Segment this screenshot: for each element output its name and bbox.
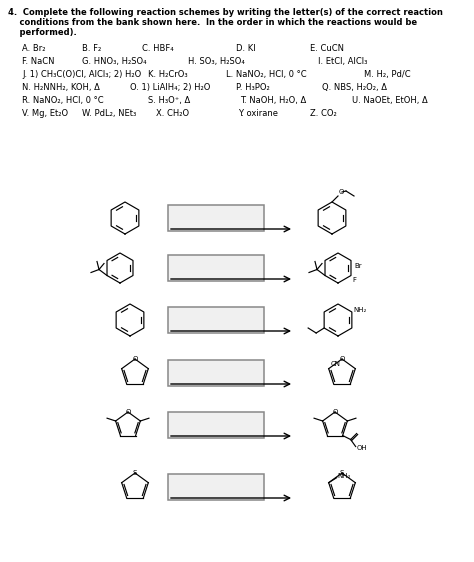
Text: X. CH₂O: X. CH₂O	[156, 109, 189, 118]
Text: C. HBF₄: C. HBF₄	[142, 44, 174, 53]
Text: U. NaOEt, EtOH, Δ: U. NaOEt, EtOH, Δ	[352, 96, 428, 105]
Text: NH₂: NH₂	[354, 307, 367, 313]
Text: OH: OH	[356, 445, 367, 451]
Text: W. PdL₂, NEt₃: W. PdL₂, NEt₃	[82, 109, 136, 118]
Text: conditions from the bank shown here.  In the order in which the reactions would : conditions from the bank shown here. In …	[8, 18, 417, 27]
Text: F: F	[352, 277, 356, 283]
Text: R. NaNO₂, HCl, 0 °C: R. NaNO₂, HCl, 0 °C	[22, 96, 104, 105]
Text: D. KI: D. KI	[236, 44, 256, 53]
Text: V. Mg, Et₂O: V. Mg, Et₂O	[22, 109, 68, 118]
Text: O: O	[132, 356, 137, 362]
Text: CN: CN	[331, 361, 341, 366]
Text: T. NaOH, H₂O, Δ: T. NaOH, H₂O, Δ	[240, 96, 306, 105]
Text: Q. NBS, H₂O₂, Δ: Q. NBS, H₂O₂, Δ	[322, 83, 387, 92]
Text: I. EtCl, AlCl₃: I. EtCl, AlCl₃	[318, 57, 367, 66]
Bar	[168, 255, 264, 281]
Text: S: S	[133, 470, 137, 476]
Bar	[168, 307, 264, 333]
Text: O: O	[332, 409, 337, 415]
Text: G. HNO₃, H₂SO₄: G. HNO₃, H₂SO₄	[82, 57, 146, 66]
Bar	[168, 360, 264, 386]
Text: B. F₂: B. F₂	[82, 44, 101, 53]
Text: O: O	[339, 356, 345, 362]
Text: Y. oxirane: Y. oxirane	[238, 109, 278, 118]
Text: F. NaCN: F. NaCN	[22, 57, 55, 66]
Bar	[168, 412, 264, 438]
Text: K. H₂CrO₃: K. H₂CrO₃	[148, 70, 188, 79]
Text: Br: Br	[354, 263, 362, 269]
Text: P. H₃PO₂: P. H₃PO₂	[236, 83, 270, 92]
Text: J. 1) CH₃C(O)Cl, AlCl₃; 2) H₂O: J. 1) CH₃C(O)Cl, AlCl₃; 2) H₂O	[22, 70, 141, 79]
Text: L. NaNO₂, HCl, 0 °C: L. NaNO₂, HCl, 0 °C	[226, 70, 307, 79]
Text: O: O	[339, 189, 345, 195]
Text: O: O	[125, 409, 131, 415]
Text: E. CuCN: E. CuCN	[310, 44, 344, 53]
Text: NH₂: NH₂	[337, 473, 351, 479]
Text: S: S	[340, 470, 344, 476]
Bar	[168, 205, 264, 231]
Text: O. 1) LiAlH₄; 2) H₂O: O. 1) LiAlH₄; 2) H₂O	[130, 83, 210, 92]
Text: N. H₂NNH₂, KOH, Δ: N. H₂NNH₂, KOH, Δ	[22, 83, 100, 92]
Text: performed).: performed).	[8, 28, 77, 37]
Text: M. H₂, Pd/C: M. H₂, Pd/C	[364, 70, 410, 79]
Text: S. H₃O⁺, Δ: S. H₃O⁺, Δ	[148, 96, 190, 105]
Text: 4.  Complete the following reaction schemes by writing the letter(s) of the corr: 4. Complete the following reaction schem…	[8, 8, 443, 17]
Text: A. Br₂: A. Br₂	[22, 44, 46, 53]
Text: H. SO₃, H₂SO₄: H. SO₃, H₂SO₄	[188, 57, 245, 66]
Text: Z. CO₂: Z. CO₂	[310, 109, 337, 118]
Bar	[168, 474, 264, 500]
